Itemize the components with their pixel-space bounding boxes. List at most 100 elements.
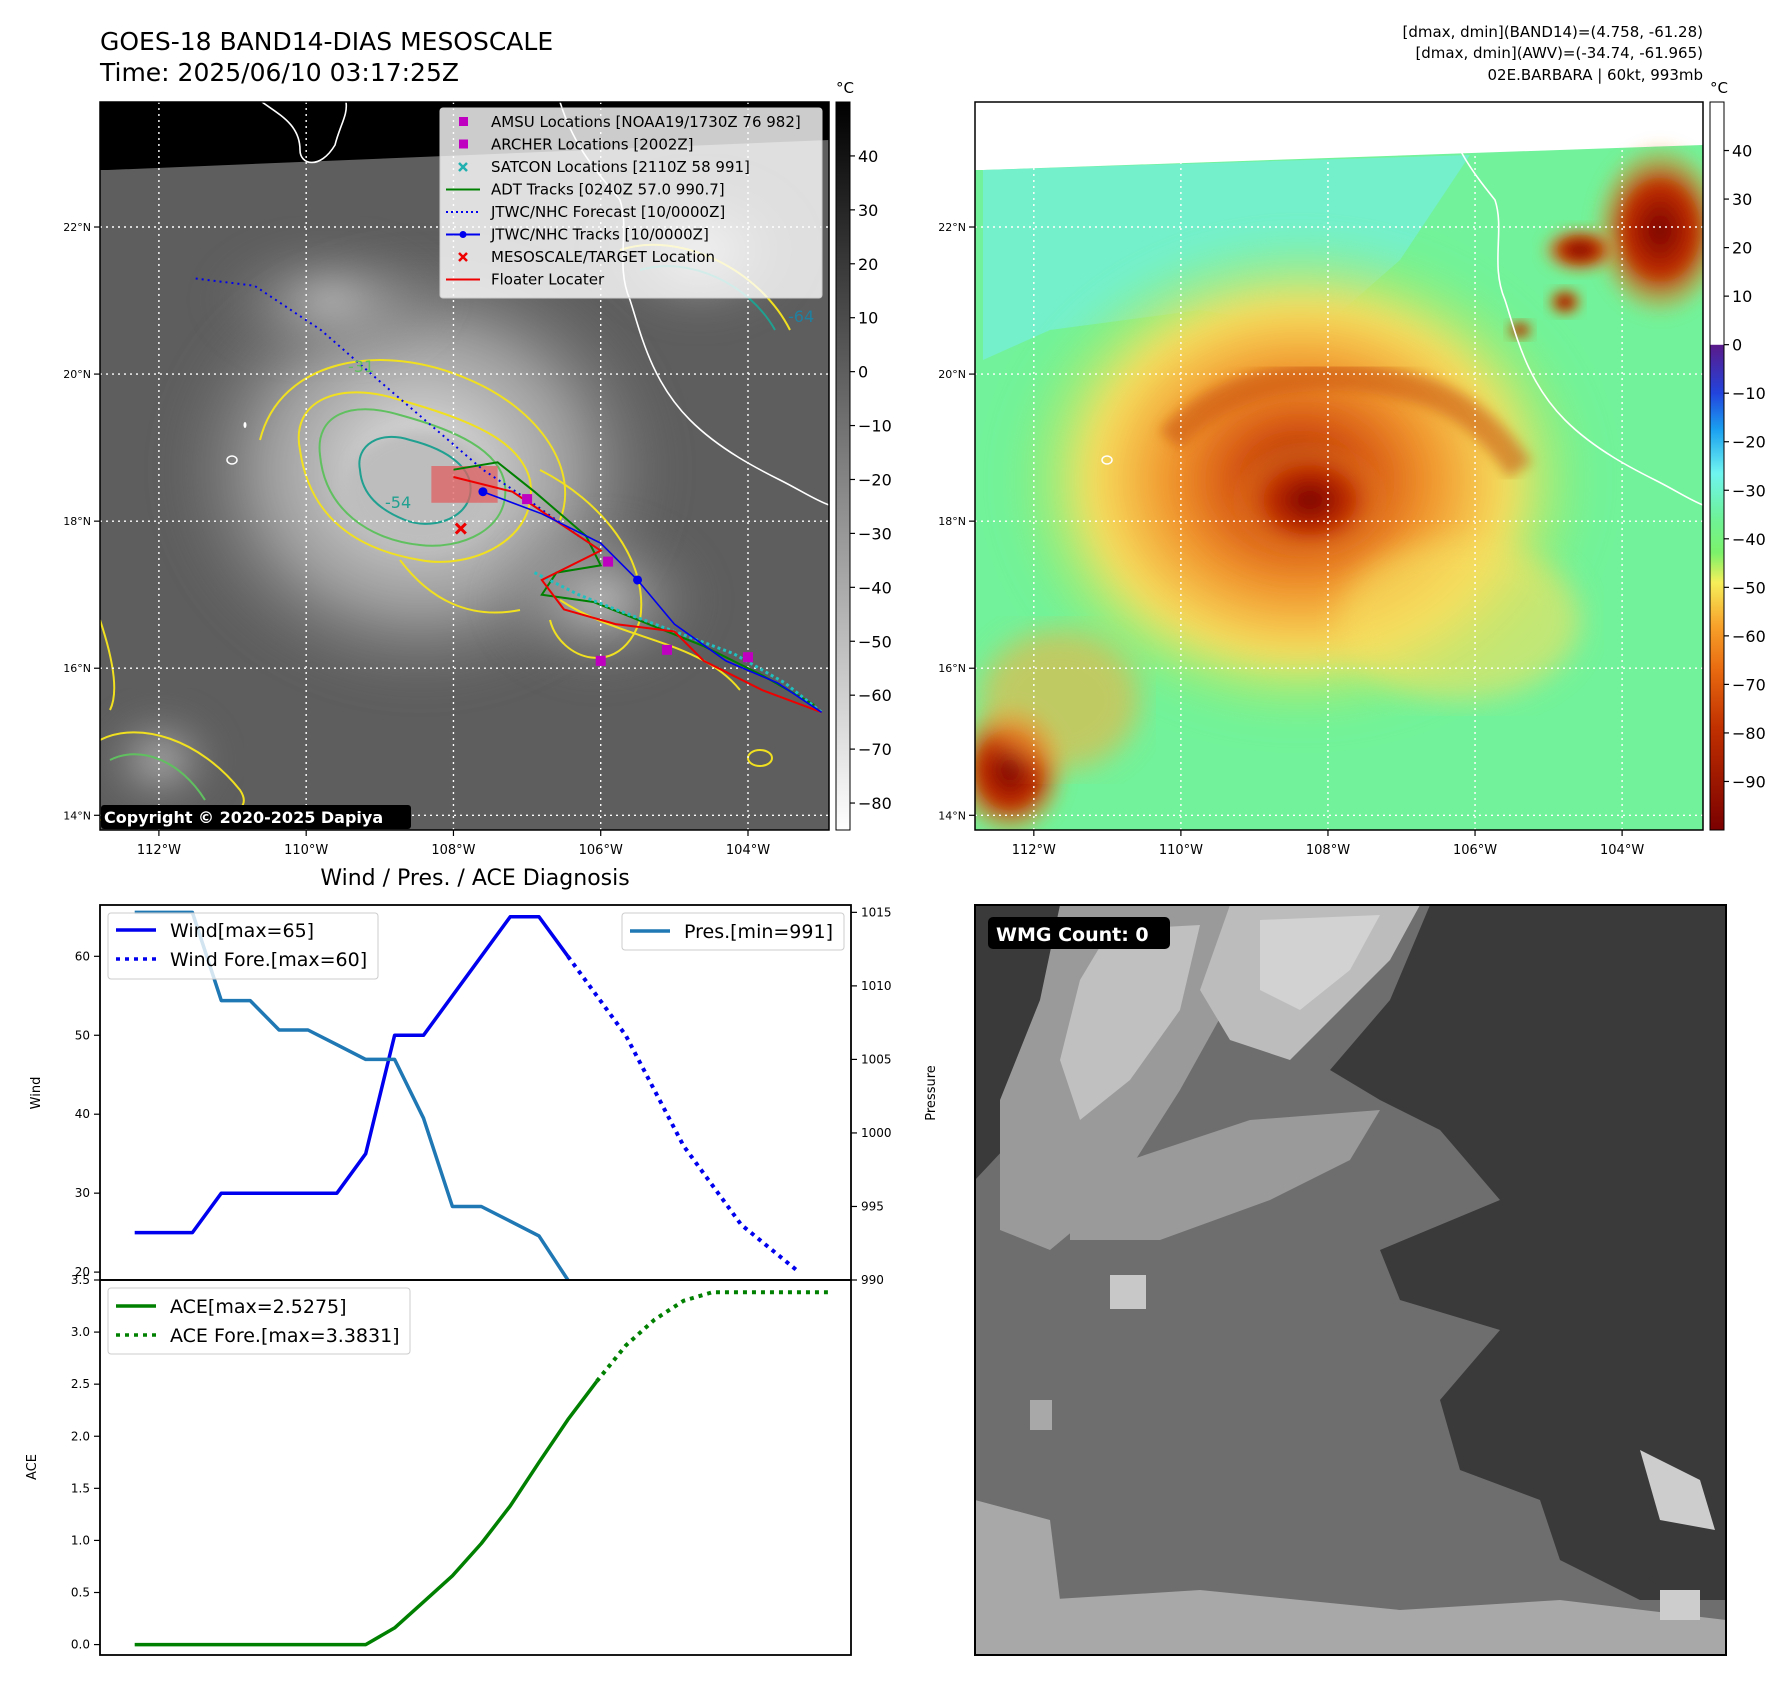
colorbar-tick-label: −70 <box>1732 675 1766 694</box>
color-map-ticks: 112°W 110°W 108°W 106°W 104°W 22°N 20°N 18°N 16°… <box>938 221 1644 858</box>
lat-tick-label: 20°N <box>63 368 91 381</box>
info-line-2: [dmax, dmin](AWV)=(-34.74, -61.965) <box>1415 44 1703 62</box>
figure-time: Time: 2025/06/10 03:17:25Z <box>99 58 459 87</box>
lon-tick-label: 108°W <box>431 843 475 858</box>
legend-label: ACE Fore.[max=3.3831] <box>170 1325 400 1347</box>
legend-label: JTWC/NHC Tracks [10/0000Z] <box>490 226 709 244</box>
colorbar-tick-label: −60 <box>1732 627 1766 646</box>
amsu-marker <box>595 655 606 666</box>
lat-tick-label: 22°N <box>63 221 91 234</box>
legend-item: Floater Locater <box>446 271 605 289</box>
colorbar-tick-label: −30 <box>1732 481 1766 500</box>
lon-tick-label: 110°W <box>1159 843 1203 858</box>
y-tick-label: 3.5 <box>71 1273 90 1287</box>
colorbar-tick-label: 0 <box>858 363 868 382</box>
colorbar-tick-label: −70 <box>858 740 892 759</box>
wind-axis-label: Wind <box>29 1077 44 1110</box>
colorbar-tick-label: −10 <box>1732 384 1766 403</box>
colorbar-tick-label: 10 <box>858 309 878 328</box>
lat-tick-label: 14°N <box>63 809 91 822</box>
colorbar-tick-label: 10 <box>1732 287 1752 306</box>
legend-label: Wind[max=65] <box>170 920 314 942</box>
legend-item: ADT Tracks [0240Z 57.0 990.7] <box>446 181 725 199</box>
lat-tick-label: 16°N <box>938 662 966 675</box>
legend-label: JTWC/NHC Forecast [10/0000Z] <box>490 203 725 221</box>
series-line <box>595 1290 828 1383</box>
y-tick-label: 60 <box>75 949 90 963</box>
lon-tick-label: 106°W <box>579 843 623 858</box>
y2-tick-label: 1015 <box>861 905 892 919</box>
chart-legend-item: ACE Fore.[max=3.3831] <box>116 1325 400 1347</box>
series-line <box>134 1380 599 1647</box>
copyright-text: Copyright © 2020-2025 Dapiya <box>104 808 383 827</box>
legend-label: Wind Fore.[max=60] <box>170 949 367 971</box>
colorbar-tick-label: −50 <box>858 632 892 651</box>
lon-tick-label: 104°W <box>1600 843 1644 858</box>
y-tick-label: 0.0 <box>71 1638 90 1652</box>
lon-tick-label: 112°W <box>137 843 181 858</box>
colorbar-tick-label: −60 <box>858 686 892 705</box>
lon-tick-label: 104°W <box>726 843 770 858</box>
colorbar-tick-label: −80 <box>1732 724 1766 743</box>
color-colorbar: °C 40 30 20 10 0 −10 −20 −30 −40 −50 −60 −70 −80 −90 <box>1709 79 1766 831</box>
colorbar-tick-label: −40 <box>858 578 892 597</box>
adt-track <box>453 461 815 706</box>
legend-label: Pres.[min=991] <box>684 921 833 943</box>
colorbar-tick-label: −90 <box>1732 772 1766 791</box>
lon-tick-label: 106°W <box>1453 843 1497 858</box>
lat-tick-label: 16°N <box>63 662 91 675</box>
series-line <box>566 955 801 1274</box>
legend-swatch <box>458 162 468 172</box>
lon-tick-label: 112°W <box>1012 843 1056 858</box>
lon-tick-label: 110°W <box>284 843 328 858</box>
contour-label-3: -31 <box>348 357 374 376</box>
info-line-1: [dmax, dmin](BAND14)=(4.758, -61.28) <box>1403 23 1703 41</box>
legend-label: Floater Locater <box>491 271 605 289</box>
target-x <box>454 522 467 535</box>
legend-swatch <box>458 252 468 262</box>
legend-label: ACE[max=2.5275] <box>170 1296 347 1318</box>
wind-pressure-chart: 20 30 40 50 60 990 995 1000 1005 1010 1015 Wind Pr… <box>29 904 939 1287</box>
lat-tick-label: 14°N <box>938 809 966 822</box>
floater-track <box>453 476 822 714</box>
y2-tick-label: 1000 <box>861 1126 892 1140</box>
legend-label: ADT Tracks [0240Z 57.0 990.7] <box>491 181 725 199</box>
y-tick-label: 50 <box>75 1028 90 1042</box>
color-gridlines <box>975 102 1703 830</box>
colorbar-tick-label: −80 <box>858 794 892 813</box>
ir-map-panel: -64 -54 -31 AMSU Locations [NOAA19/1730Z… <box>63 101 830 858</box>
colorbar-tick-label: −10 <box>858 417 892 436</box>
wmg-image <box>975 905 1726 1655</box>
y-tick-label: 3.0 <box>71 1325 90 1339</box>
legend-item: ARCHER Locations [2002Z] <box>459 136 694 154</box>
ir-map-ticks: 112°W 110°W 108°W 106°W 104°W 22°N 20°N 18°N 16°… <box>63 221 770 858</box>
chart-legend-item: Wind Fore.[max=60] <box>116 949 367 971</box>
figure-title: GOES-18 BAND14-DIAS MESOSCALE <box>100 27 553 56</box>
jtwc-track-point <box>633 575 643 585</box>
lat-tick-label: 20°N <box>938 368 966 381</box>
ace-axis-label: ACE <box>25 1454 40 1480</box>
y-tick-label: 40 <box>75 1107 90 1121</box>
contour-label-2: -54 <box>385 493 411 512</box>
legend-item: AMSU Locations [NOAA19/1730Z 76 982] <box>459 113 801 131</box>
colorbar-tick-label: 0 <box>1732 336 1742 355</box>
y2-tick-label: 1005 <box>861 1052 892 1066</box>
chart-legend-item: ACE[max=2.5275] <box>116 1296 347 1318</box>
info-line-3: 02E.BARBARA | 60kt, 993mb <box>1488 66 1703 84</box>
y2-tick-label: 1010 <box>861 979 892 993</box>
colorbar-tick-label: 20 <box>1732 239 1752 258</box>
map-legend: AMSU Locations [NOAA19/1730Z 76 982] ARCH… <box>439 107 823 299</box>
jtwc-track-point <box>478 487 488 497</box>
legend-label: MESOSCALE/TARGET Location <box>491 248 715 266</box>
y-tick-label: 1.5 <box>71 1481 90 1495</box>
series-line <box>134 915 570 1235</box>
amsu-marker <box>522 494 533 505</box>
y2-tick-label: 990 <box>861 1273 884 1287</box>
legend-item: MESOSCALE/TARGET Location <box>458 248 715 266</box>
colorbar-tick-label: −20 <box>858 470 892 489</box>
wmg-panel: WMG Count: 0 <box>974 904 1727 1656</box>
colorbar-tick-label: 30 <box>1732 190 1752 209</box>
jtwc-track <box>482 490 823 713</box>
y-tick-label: 30 <box>75 1186 90 1200</box>
legend-swatch <box>459 139 468 149</box>
